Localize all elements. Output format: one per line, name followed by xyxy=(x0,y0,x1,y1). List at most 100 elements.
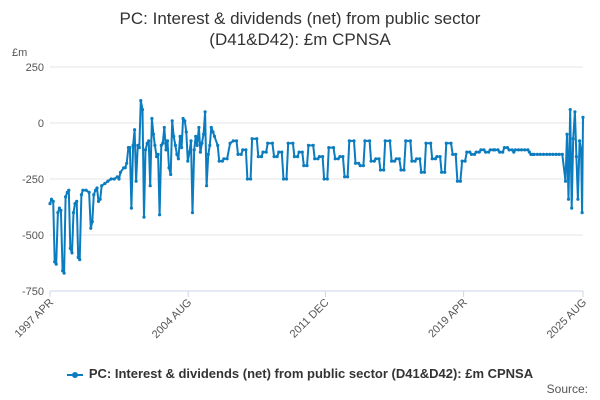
data-point[interactable] xyxy=(261,150,265,154)
data-point[interactable] xyxy=(211,130,215,134)
data-point[interactable] xyxy=(194,134,198,138)
data-point[interactable] xyxy=(200,141,204,145)
data-point[interactable] xyxy=(206,152,210,156)
data-point[interactable] xyxy=(383,139,387,143)
data-point[interactable] xyxy=(151,132,155,136)
data-point[interactable] xyxy=(187,150,192,154)
data-point[interactable] xyxy=(378,168,383,172)
data-point[interactable] xyxy=(145,141,149,145)
data-point[interactable] xyxy=(429,141,433,145)
data-point[interactable] xyxy=(479,148,483,152)
data-point[interactable] xyxy=(502,146,506,150)
data-point[interactable] xyxy=(482,148,486,152)
data-point[interactable] xyxy=(519,148,524,152)
data-point[interactable] xyxy=(440,170,444,174)
data-point[interactable] xyxy=(256,155,260,159)
data-point[interactable] xyxy=(189,139,193,143)
data-point[interactable] xyxy=(92,193,96,197)
data-point[interactable] xyxy=(472,152,477,156)
data-point[interactable] xyxy=(208,143,212,147)
data-point[interactable] xyxy=(75,199,79,203)
data-point[interactable] xyxy=(554,152,558,156)
data-point[interactable] xyxy=(341,155,345,159)
data-point[interactable] xyxy=(484,150,488,154)
data-point[interactable] xyxy=(153,143,157,147)
data-point[interactable] xyxy=(266,141,270,145)
data-point[interactable] xyxy=(465,150,469,154)
data-point[interactable] xyxy=(390,159,394,163)
data-point[interactable] xyxy=(90,220,94,224)
data-point[interactable] xyxy=(551,152,555,156)
data-point[interactable] xyxy=(59,208,63,212)
data-point[interactable] xyxy=(245,177,249,181)
data-point[interactable] xyxy=(162,125,166,130)
data-point[interactable] xyxy=(250,137,254,141)
data-point[interactable] xyxy=(71,211,76,215)
data-point[interactable] xyxy=(109,177,113,181)
data-point[interactable] xyxy=(460,159,464,163)
data-point[interactable] xyxy=(281,177,286,181)
data-point[interactable] xyxy=(438,155,442,159)
data-point[interactable] xyxy=(573,110,577,114)
data-point[interactable] xyxy=(133,128,137,132)
data-point[interactable] xyxy=(538,152,542,156)
data-point[interactable] xyxy=(474,150,478,154)
data-point[interactable] xyxy=(48,202,52,206)
data-point[interactable] xyxy=(443,170,447,174)
data-point[interactable] xyxy=(458,179,462,183)
data-point[interactable] xyxy=(513,148,517,152)
data-point[interactable] xyxy=(576,197,580,201)
data-point[interactable] xyxy=(139,99,143,103)
data-point[interactable] xyxy=(454,152,458,156)
data-point[interactable] xyxy=(140,108,145,112)
data-point[interactable] xyxy=(198,150,202,154)
data-point[interactable] xyxy=(270,141,274,145)
data-point[interactable] xyxy=(343,175,347,179)
data-point[interactable] xyxy=(302,164,306,168)
data-point[interactable] xyxy=(413,159,417,163)
data-point[interactable] xyxy=(571,137,575,141)
data-point[interactable] xyxy=(239,152,243,156)
data-point[interactable] xyxy=(89,226,93,230)
data-point[interactable] xyxy=(377,157,381,161)
data-point[interactable] xyxy=(444,141,448,145)
data-point[interactable] xyxy=(501,150,505,154)
data-point[interactable] xyxy=(148,184,152,188)
data-point[interactable] xyxy=(422,170,427,174)
data-point[interactable] xyxy=(186,159,190,163)
data-point[interactable] xyxy=(241,148,245,152)
data-point[interactable] xyxy=(488,148,492,152)
data-point[interactable] xyxy=(352,139,356,143)
data-point[interactable] xyxy=(236,152,240,156)
data-point[interactable] xyxy=(173,143,177,147)
data-point[interactable] xyxy=(300,150,304,154)
data-point[interactable] xyxy=(98,197,102,201)
data-point[interactable] xyxy=(368,139,372,143)
data-point[interactable] xyxy=(73,202,77,206)
data-point[interactable] xyxy=(419,170,423,174)
data-point[interactable] xyxy=(369,159,373,163)
data-point[interactable] xyxy=(557,152,561,156)
data-point[interactable] xyxy=(346,175,350,179)
data-point[interactable] xyxy=(131,143,135,147)
data-point[interactable] xyxy=(164,148,168,152)
data-point[interactable] xyxy=(128,146,132,150)
data-point[interactable] xyxy=(212,134,217,138)
data-point[interactable] xyxy=(297,150,301,154)
data-point[interactable] xyxy=(87,190,91,194)
data-point[interactable] xyxy=(143,148,148,152)
data-point[interactable] xyxy=(68,246,72,250)
data-point[interactable] xyxy=(548,152,552,156)
data-point[interactable] xyxy=(463,159,467,163)
data-point[interactable] xyxy=(415,157,419,161)
data-point[interactable] xyxy=(178,134,182,138)
data-point[interactable] xyxy=(372,159,376,163)
data-point[interactable] xyxy=(535,152,539,156)
data-point[interactable] xyxy=(579,148,583,152)
data-point[interactable] xyxy=(57,206,62,210)
data-point[interactable] xyxy=(150,116,154,121)
data-point[interactable] xyxy=(142,215,146,219)
data-point[interactable] xyxy=(115,175,119,179)
data-point[interactable] xyxy=(541,152,546,156)
data-point[interactable] xyxy=(51,199,55,203)
